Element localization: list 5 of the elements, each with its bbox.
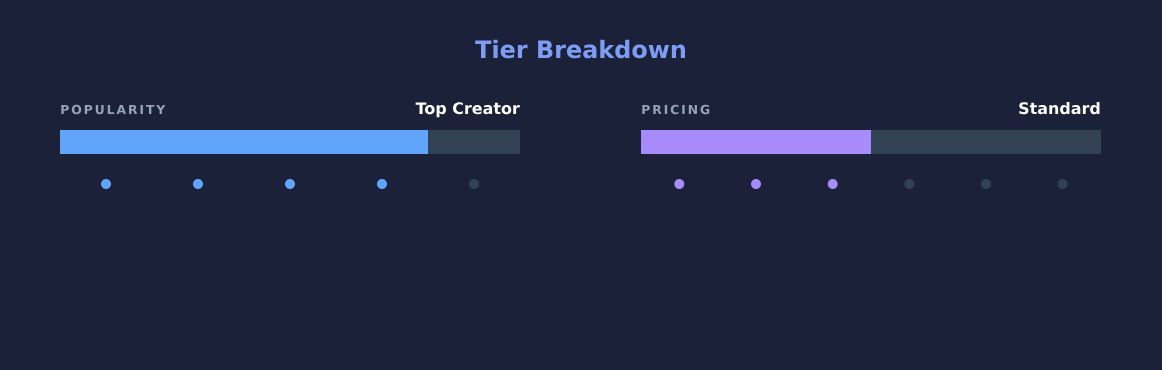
text: Standard <box>1019 101 1100 115</box>
chart-title: PRICING <box>642 104 710 115</box>
chart-title: POPULARITY <box>61 104 166 115</box>
text: Tier Breakdown <box>475 39 686 59</box>
text: Top Creator <box>415 102 520 118</box>
